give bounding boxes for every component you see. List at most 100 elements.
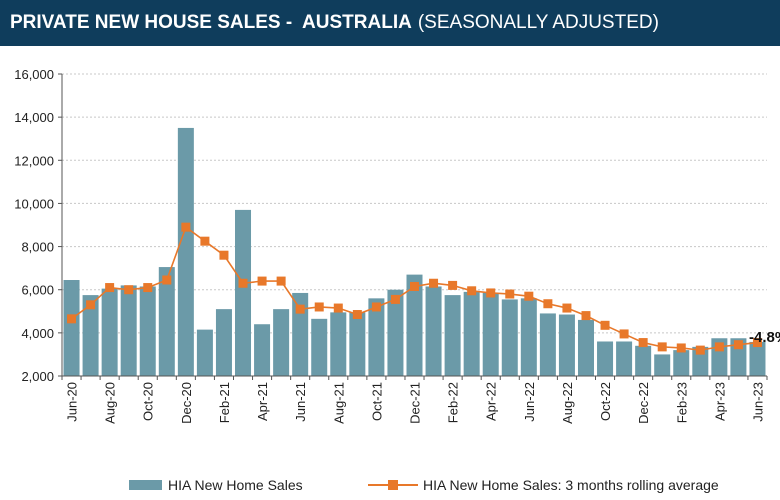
bar (330, 312, 347, 376)
line-point (752, 338, 762, 348)
bar (463, 291, 480, 376)
x-tick-label: Aug-20 (103, 382, 118, 424)
y-tick-label: 10,000 (14, 196, 54, 211)
bar (616, 341, 633, 376)
line-point (257, 276, 267, 286)
x-tick-label: Oct-20 (141, 382, 156, 421)
bar (215, 309, 232, 376)
chart-title: PRIVATE NEW HOUSE SALES - AUSTRALIA (10, 12, 412, 33)
line-point (124, 285, 134, 295)
change-annotation: -4.8% (749, 329, 780, 346)
y-tick-label: 14,000 (14, 110, 54, 125)
line-point (505, 289, 515, 299)
x-tick-label: Aug-22 (560, 382, 575, 424)
x-tick-label: Feb-23 (674, 382, 689, 423)
line-point (619, 329, 629, 339)
x-tick-label: Jun-21 (293, 382, 308, 422)
bar (120, 285, 137, 376)
bar (82, 295, 99, 376)
line-point (581, 311, 591, 321)
bar (368, 298, 385, 376)
x-tick-label: Jun-20 (65, 382, 80, 422)
bar (273, 309, 290, 376)
bar (63, 280, 80, 376)
chart-header: PRIVATE NEW HOUSE SALES - AUSTRALIA (SEA… (0, 0, 780, 46)
bar-series (63, 127, 766, 376)
line-point (105, 283, 115, 293)
line-point (714, 342, 724, 352)
x-tick-label: Aug-21 (331, 382, 346, 424)
bar (254, 324, 271, 376)
x-tick-label: Oct-21 (369, 382, 384, 421)
line-point (733, 340, 743, 350)
bar (482, 292, 499, 376)
bar (177, 127, 194, 376)
bar (101, 288, 118, 376)
sales-chart: 2,000 4,000 6,000 8,000 10,000 12,000 14,000 16… (14, 67, 780, 493)
line-point (448, 280, 458, 290)
x-tick-label: Dec-21 (408, 382, 423, 424)
line-point (410, 281, 419, 291)
x-axis-ticks: Jun-20 Aug-20 Oct-20 Dec-20 Feb-21 Apr-21 Jun-… (61, 376, 768, 424)
line-series (67, 222, 762, 355)
x-tick-label: Oct-22 (598, 382, 613, 421)
line-point (638, 338, 648, 348)
bar (501, 299, 518, 376)
line-point (562, 303, 572, 313)
bar (577, 319, 594, 376)
bar (406, 274, 423, 376)
line-point (657, 342, 667, 352)
line-point (390, 294, 400, 304)
line-point (600, 320, 610, 330)
chart-subtitle: (SEASONALLY ADJUSTED) (417, 12, 659, 33)
bar (635, 345, 652, 376)
line-point (295, 304, 305, 314)
legend: HIA New Home Sales HIA New Home Sales: 3… (129, 477, 719, 493)
bar (654, 354, 671, 376)
x-tick-label: Apr-23 (712, 382, 727, 421)
line-point (143, 283, 153, 293)
line-point (467, 286, 477, 296)
bar (196, 329, 213, 376)
line-point (219, 250, 229, 260)
bar (539, 313, 556, 376)
y-tick-label: 8,000 (21, 240, 54, 255)
y-tick-label: 4,000 (21, 326, 54, 341)
line-point (543, 299, 553, 309)
line-point (333, 303, 343, 313)
x-tick-label: Feb-22 (446, 382, 461, 423)
x-tick-label: Jun-22 (522, 382, 537, 422)
bar (444, 295, 461, 376)
x-tick-label: Apr-21 (255, 382, 270, 421)
line-point (67, 314, 77, 324)
bar (749, 341, 766, 376)
axes (61, 74, 767, 377)
bar (520, 298, 537, 376)
x-tick-label: Dec-20 (179, 382, 194, 424)
bar (158, 267, 175, 376)
legend-line-marker (388, 480, 398, 490)
line-point (352, 310, 362, 320)
bar (597, 341, 614, 376)
x-tick-label: Dec-22 (636, 382, 651, 424)
line-point (429, 278, 439, 288)
line-point (371, 302, 381, 312)
line-point (676, 343, 686, 353)
legend-line-label: HIA New Home Sales: 3 months rolling ave… (423, 477, 719, 493)
line-point (238, 278, 248, 288)
line-point (314, 302, 324, 312)
y-axis-ticks: 2,000 4,000 6,000 8,000 10,000 12,000 14,000 16… (14, 67, 62, 384)
legend-bar-swatch (129, 480, 162, 490)
line-point (695, 345, 705, 355)
y-tick-label: 6,000 (21, 283, 54, 298)
bar (558, 314, 575, 376)
x-tick-label: Jun-23 (750, 382, 765, 422)
bar (673, 350, 690, 376)
line-point (200, 236, 210, 246)
line-point (524, 291, 534, 301)
y-tick-label: 2,000 (21, 369, 54, 384)
bar (311, 318, 328, 376)
y-tick-label: 16,000 (14, 67, 54, 82)
bar (235, 209, 252, 376)
x-tick-label: Feb-21 (217, 382, 232, 423)
